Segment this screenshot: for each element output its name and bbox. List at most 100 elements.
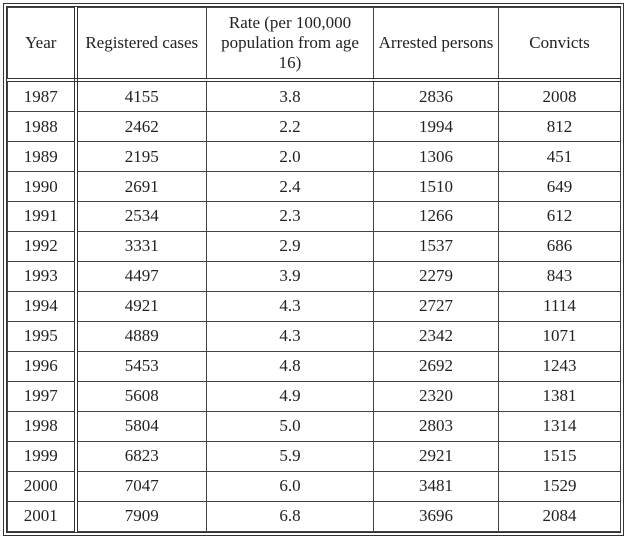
year-cell: 2000 <box>7 470 78 502</box>
header-text: Rate (per 100,000 population from age 16… <box>221 13 359 72</box>
value-cell: 5804 <box>75 410 207 442</box>
value-cell: 2.0 <box>206 141 374 173</box>
header-row: Year Registered cases Rate (per 100,000 po… <box>7 7 621 82</box>
value-cell: 5.0 <box>206 410 374 442</box>
value-cell: 4497 <box>75 260 207 292</box>
year-cell: 1995 <box>7 320 78 352</box>
value-cell: 2803 <box>373 410 499 442</box>
year-cell: 1987 <box>7 79 78 113</box>
year-cell: 1991 <box>7 201 78 232</box>
column-header: Arrested persons <box>373 7 499 82</box>
year-cell: 1999 <box>7 440 78 472</box>
value-cell: 2342 <box>373 320 499 352</box>
value-cell: 1071 <box>498 320 621 352</box>
value-cell: 5453 <box>75 350 207 382</box>
year-cell: 1988 <box>7 111 78 143</box>
value-cell: 4889 <box>75 320 207 352</box>
data-table: Year Registered cases Rate (per 100,000 po… <box>7 7 621 533</box>
value-cell: 3481 <box>373 470 499 502</box>
table-frame: Year Registered cases Rate (per 100,000 po… <box>3 3 624 536</box>
value-cell: 2.3 <box>206 201 374 232</box>
header-text: Arrested persons <box>378 33 494 52</box>
table-row: 1988 2462 2.2 1994 812 <box>7 111 621 143</box>
value-cell: 1381 <box>498 380 621 412</box>
value-cell: 2008 <box>498 79 621 113</box>
value-cell: 1537 <box>373 230 499 262</box>
value-cell: 2.9 <box>206 230 374 262</box>
value-cell: 2279 <box>373 260 499 292</box>
value-cell: 4.3 <box>206 320 374 352</box>
table-row: 2001 7909 6.8 3696 2084 <box>7 500 621 533</box>
column-header: Convicts <box>498 7 621 82</box>
column-header: Year <box>7 7 78 82</box>
value-cell: 1314 <box>498 410 621 442</box>
value-cell: 1266 <box>373 201 499 232</box>
year-cell: 1990 <box>7 171 78 202</box>
table-body: 1987 4155 3.8 2836 2008 1988 2462 2.2 1994 812 198… <box>7 79 621 533</box>
table-row: 1997 5608 4.9 2320 1381 <box>7 380 621 412</box>
value-cell: 2.4 <box>206 171 374 202</box>
value-cell: 3.8 <box>206 79 374 113</box>
year-cell: 1992 <box>7 230 78 262</box>
value-cell: 7047 <box>75 470 207 502</box>
value-cell: 4155 <box>75 79 207 113</box>
year-cell: 1989 <box>7 141 78 173</box>
value-cell: 2692 <box>373 350 499 382</box>
value-cell: 1515 <box>498 440 621 472</box>
value-cell: 2084 <box>498 500 621 533</box>
year-cell: 1993 <box>7 260 78 292</box>
value-cell: 686 <box>498 230 621 262</box>
value-cell: 4.9 <box>206 380 374 412</box>
table-row: 1990 2691 2.4 1510 649 <box>7 171 621 202</box>
value-cell: 2534 <box>75 201 207 232</box>
value-cell: 1994 <box>373 111 499 143</box>
value-cell: 3.9 <box>206 260 374 292</box>
value-cell: 7909 <box>75 500 207 533</box>
value-cell: 1114 <box>498 290 621 322</box>
header-text: Registered cases <box>85 33 199 52</box>
year-cell: 1994 <box>7 290 78 322</box>
table-row: 1992 3331 2.9 1537 686 <box>7 230 621 262</box>
column-header: Rate (per 100,000 population from age 16… <box>206 7 374 82</box>
year-cell: 1997 <box>7 380 78 412</box>
value-cell: 2921 <box>373 440 499 472</box>
value-cell: 1243 <box>498 350 621 382</box>
value-cell: 1306 <box>373 141 499 173</box>
table-row: 1994 4921 4.3 2727 1114 <box>7 290 621 322</box>
table-row: 1991 2534 2.3 1266 612 <box>7 201 621 232</box>
value-cell: 3331 <box>75 230 207 262</box>
value-cell: 6823 <box>75 440 207 472</box>
value-cell: 451 <box>498 141 621 173</box>
value-cell: 843 <box>498 260 621 292</box>
table-row: 1995 4889 4.3 2342 1071 <box>7 320 621 352</box>
value-cell: 2462 <box>75 111 207 143</box>
table-row: 1996 5453 4.8 2692 1243 <box>7 350 621 382</box>
value-cell: 4.8 <box>206 350 374 382</box>
header-text: Year <box>25 33 57 52</box>
value-cell: 2727 <box>373 290 499 322</box>
table-row: 1999 6823 5.9 2921 1515 <box>7 440 621 472</box>
column-header: Registered cases <box>75 7 207 82</box>
value-cell: 2320 <box>373 380 499 412</box>
value-cell: 5.9 <box>206 440 374 472</box>
year-cell: 1996 <box>7 350 78 382</box>
value-cell: 1510 <box>373 171 499 202</box>
table-row: 2000 7047 6.0 3481 1529 <box>7 470 621 502</box>
value-cell: 812 <box>498 111 621 143</box>
value-cell: 4921 <box>75 290 207 322</box>
value-cell: 6.8 <box>206 500 374 533</box>
value-cell: 4.3 <box>206 290 374 322</box>
value-cell: 2836 <box>373 79 499 113</box>
value-cell: 2691 <box>75 171 207 202</box>
value-cell: 649 <box>498 171 621 202</box>
table-row: 1987 4155 3.8 2836 2008 <box>7 79 621 113</box>
year-cell: 2001 <box>7 500 78 533</box>
value-cell: 6.0 <box>206 470 374 502</box>
value-cell: 612 <box>498 201 621 232</box>
value-cell: 5608 <box>75 380 207 412</box>
table-row: 1989 2195 2.0 1306 451 <box>7 141 621 173</box>
value-cell: 2195 <box>75 141 207 173</box>
value-cell: 2.2 <box>206 111 374 143</box>
value-cell: 3696 <box>373 500 499 533</box>
